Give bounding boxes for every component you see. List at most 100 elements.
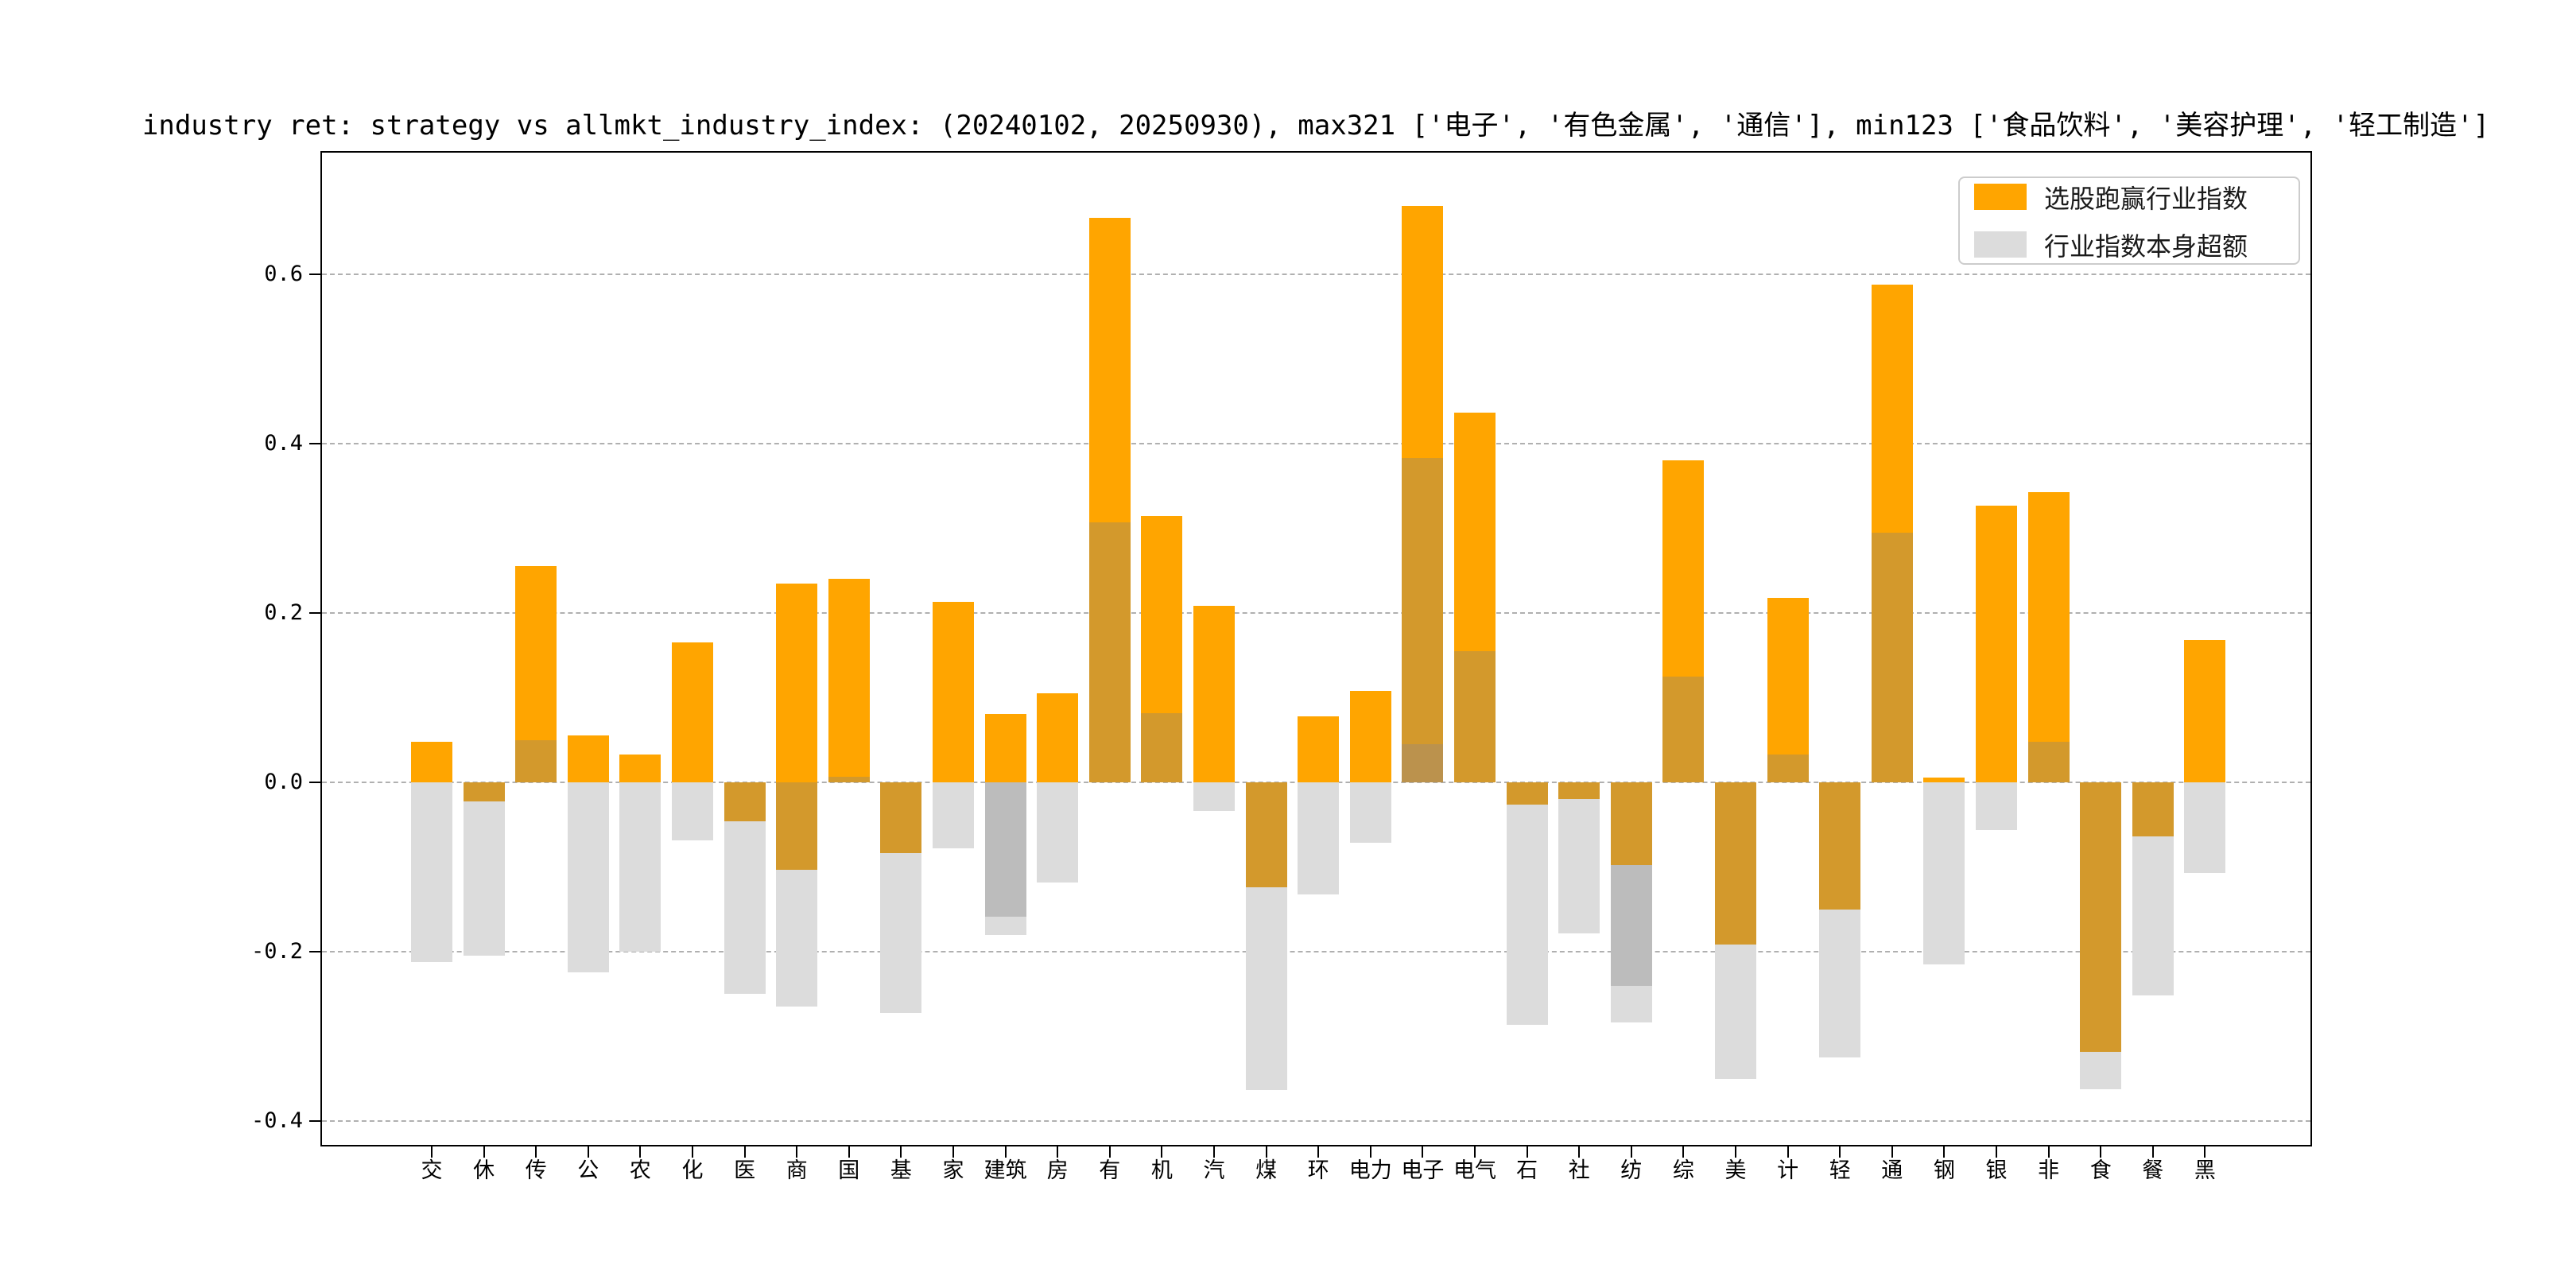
x-tick-label-农: 农 xyxy=(629,1158,651,1183)
bar-综-m xyxy=(1662,676,1705,782)
bar-环-o xyxy=(1298,716,1340,782)
x-tick-mark xyxy=(1369,1146,1371,1158)
bar-电力-o xyxy=(1349,690,1391,782)
bar-钢-g xyxy=(1923,782,1965,964)
x-tick-mark xyxy=(1108,1146,1111,1158)
x-tick-mark xyxy=(1578,1146,1581,1158)
x-tick-mark xyxy=(535,1146,537,1158)
y-tick-label: 0.2 xyxy=(264,600,303,625)
bar-通-m xyxy=(1871,532,1913,782)
x-tick-mark xyxy=(1682,1146,1685,1158)
bar-银-g xyxy=(1976,782,2017,830)
bar-商-o xyxy=(776,583,818,782)
bar-家-o xyxy=(933,602,974,782)
x-tick-label-非: 非 xyxy=(2038,1158,2060,1183)
bar-石-m xyxy=(1506,782,1548,805)
legend-item-strategy: 选股跑赢行业指数 xyxy=(1974,179,2284,215)
bar-社-g xyxy=(1558,799,1600,933)
bar-休-m xyxy=(463,782,505,802)
x-tick-label-纺: 纺 xyxy=(1620,1158,1643,1183)
gridline--0.2 xyxy=(322,951,2310,952)
bar-环-g xyxy=(1298,782,1340,894)
y-tick-mark xyxy=(309,274,320,275)
x-tick-label-石: 石 xyxy=(1516,1158,1538,1183)
x-tick-label-通: 通 xyxy=(1881,1158,1903,1183)
x-tick-label-机: 机 xyxy=(1150,1158,1173,1183)
bar-汽-g xyxy=(1193,782,1235,812)
x-tick-mark xyxy=(1891,1146,1893,1158)
x-tick-label-计: 计 xyxy=(1777,1158,1799,1183)
x-tick-label-电子: 电子 xyxy=(1401,1158,1445,1183)
bar-石-g xyxy=(1506,804,1548,1025)
x-tick-label-黑: 黑 xyxy=(2194,1158,2216,1183)
legend: 选股跑赢行业指数 行业指数本身超额 xyxy=(1958,177,2300,265)
x-tick-label-化: 化 xyxy=(681,1158,704,1183)
x-tick-mark xyxy=(848,1146,850,1158)
gridline--0.4 xyxy=(322,1120,2310,1122)
x-tick-mark xyxy=(743,1146,746,1158)
bar-银-o xyxy=(1976,505,2017,782)
bar-纺-g xyxy=(1610,985,1652,1023)
x-tick-label-电气: 电气 xyxy=(1453,1158,1496,1183)
bar-交-o xyxy=(411,741,452,782)
x-tick-label-食: 食 xyxy=(2089,1158,2112,1183)
x-tick-mark xyxy=(1057,1146,1059,1158)
bar-轻-g xyxy=(1819,909,1861,1058)
bar-机-m xyxy=(1141,712,1183,782)
y-tick-mark xyxy=(309,443,320,444)
x-tick-mark xyxy=(1787,1146,1789,1158)
x-tick-mark xyxy=(796,1146,798,1158)
bar-计-o xyxy=(1767,597,1809,755)
gridline-0.2 xyxy=(322,612,2310,614)
x-tick-label-轻: 轻 xyxy=(1829,1158,1851,1183)
x-tick-mark xyxy=(2151,1146,2154,1158)
x-tick-mark xyxy=(692,1146,693,1158)
bar-房-g xyxy=(1037,782,1079,883)
bar-家-g xyxy=(933,782,974,849)
x-tick-label-家: 家 xyxy=(942,1158,964,1183)
x-tick-mark xyxy=(1317,1146,1320,1158)
bar-农-o xyxy=(619,754,661,782)
x-tick-label-基: 基 xyxy=(890,1158,912,1183)
bar-电力-g xyxy=(1349,782,1391,843)
y-tick-label: -0.4 xyxy=(250,1108,303,1133)
bar-纺-gd xyxy=(1610,865,1652,986)
x-tick-label-餐: 餐 xyxy=(2142,1158,2164,1183)
x-tick-mark xyxy=(1526,1146,1528,1158)
x-tick-label-社: 社 xyxy=(1568,1158,1590,1183)
bar-医-g xyxy=(724,821,766,995)
bar-美-g xyxy=(1715,945,1756,1079)
bar-计-m xyxy=(1767,754,1809,782)
bar-电子-md xyxy=(1402,744,1444,782)
legend-item-index: 行业指数本身超额 xyxy=(1974,227,2284,263)
x-tick-label-医: 医 xyxy=(734,1158,756,1183)
y-tick-mark xyxy=(309,782,320,783)
bar-医-m xyxy=(724,782,766,821)
x-tick-mark xyxy=(1996,1146,1997,1158)
x-tick-mark xyxy=(1004,1146,1007,1158)
bar-煤-g xyxy=(1245,887,1287,1090)
bar-非-m xyxy=(2027,741,2070,782)
bar-黑-g xyxy=(2184,782,2226,873)
y-tick-label: 0.4 xyxy=(264,431,303,456)
x-tick-label-钢: 钢 xyxy=(1933,1158,1955,1183)
x-tick-mark xyxy=(2204,1146,2206,1158)
bar-电子-o xyxy=(1402,205,1444,459)
x-tick-label-综: 综 xyxy=(1672,1158,1694,1183)
bar-通-o xyxy=(1871,284,1913,533)
x-tick-mark xyxy=(431,1146,433,1158)
bar-国-m xyxy=(828,776,870,782)
bar-有-o xyxy=(1088,217,1131,523)
x-tick-mark xyxy=(2100,1146,2102,1158)
bar-美-m xyxy=(1715,782,1756,945)
x-tick-mark xyxy=(900,1146,902,1158)
bar-化-o xyxy=(672,642,713,782)
bar-机-o xyxy=(1141,515,1183,713)
bar-轻-m xyxy=(1819,782,1861,910)
x-tick-mark xyxy=(1839,1146,1841,1158)
x-tick-label-汽: 汽 xyxy=(1203,1158,1225,1183)
y-tick-mark xyxy=(309,1120,320,1122)
x-tick-label-传: 传 xyxy=(525,1158,547,1183)
y-tick-mark xyxy=(309,612,320,614)
bar-有-m xyxy=(1088,522,1131,782)
